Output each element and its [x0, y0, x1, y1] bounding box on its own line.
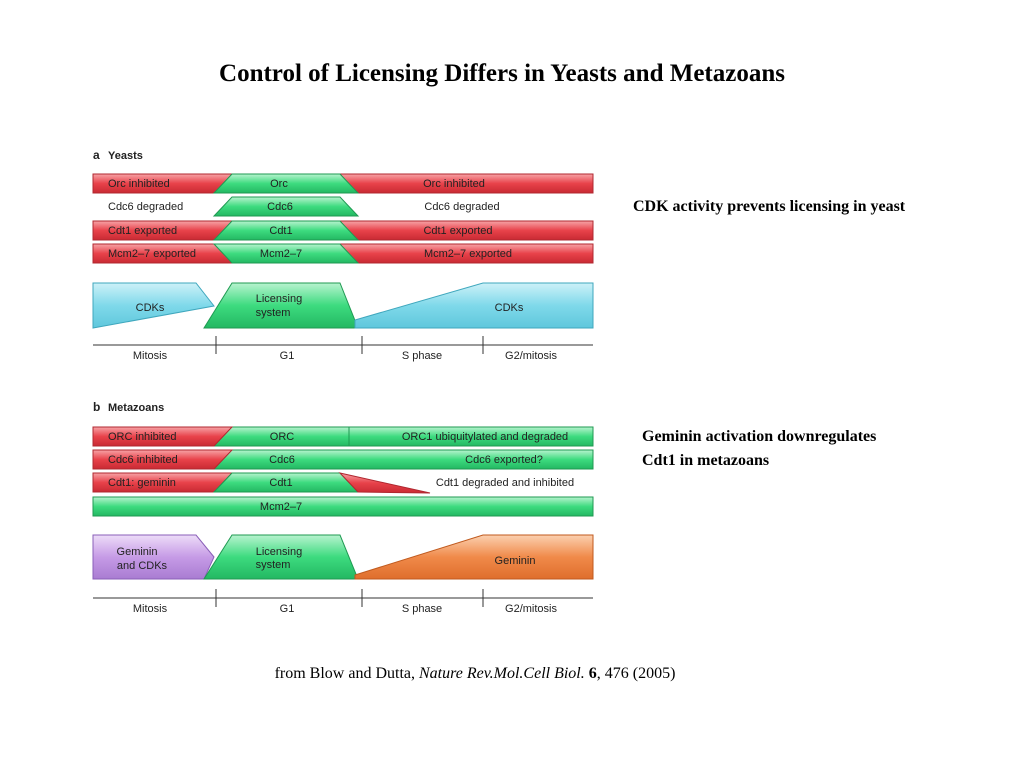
slide-title: Control of Licensing Differs in Yeasts a…	[219, 60, 785, 87]
metazoan-cdt1-left-label: Cdt1: geminin	[108, 477, 176, 489]
metazoan-geminin-label: Geminin	[495, 555, 536, 567]
metazoan-cdt1-right-label: Cdt1 degraded and inhibited	[436, 477, 574, 489]
yeast-orc-middle-label: Orc	[270, 178, 288, 190]
metazoan-licensing-label-1: Licensing	[256, 546, 302, 558]
yeast-cdt1-left-label: Cdt1 exported	[108, 225, 177, 237]
metazoan-geminin-cdk-label-2: and CDKs	[117, 560, 168, 572]
yeast-phase-s: S phase	[402, 350, 442, 362]
metazoan-cdt1-middle-label: Cdt1	[269, 477, 292, 489]
yeast-cdt1-middle-label: Cdt1	[269, 225, 292, 237]
metazoan-cdc6-left-label: Cdc6 inhibited	[108, 454, 178, 466]
yeast-mcm-right-label: Mcm2–7 exported	[424, 248, 512, 260]
yeast-activity-band: CDKs Licensing system CDKs	[92, 282, 594, 329]
citation-journal: Nature Rev.Mol.Cell Biol.	[419, 665, 585, 682]
metazoan-phase-mitosis: Mitosis	[133, 603, 168, 615]
yeast-cdc6-left-label: Cdc6 degraded	[108, 201, 183, 213]
yeast-cdks-left-label: CDKs	[136, 302, 165, 314]
yeast-note: CDK activity prevents licensing in yeast	[633, 198, 906, 215]
metazoan-cdc6-middle-label: Cdc6	[269, 454, 295, 466]
yeast-cdc6-right-label: Cdc6 degraded	[424, 201, 499, 213]
metazoan-cdc6-right-label: Cdc6 exported?	[465, 454, 543, 466]
metazoan-geminin-cdk-label-1: Geminin	[117, 546, 158, 558]
yeast-cdt1-right-label: Cdt1 exported	[423, 225, 492, 237]
metazoan-activity-band: Geminin and CDKs Licensing system Gemini…	[92, 534, 594, 580]
metazoan-row-orc: ORC inhibited ORC ORC1 ubiquitylated and…	[92, 426, 594, 447]
yeast-mcm-left-label: Mcm2–7 exported	[108, 248, 196, 260]
yeast-row-cdt1: Cdt1 exported Cdt1 Cdt1 exported	[92, 220, 594, 241]
yeast-mcm-middle-label: Mcm2–7	[260, 248, 302, 260]
metazoan-phase-s: S phase	[402, 603, 442, 615]
yeast-phase-g1: G1	[280, 350, 295, 362]
metazoan-row-cdt1: Cdt1: geminin Cdt1 Cdt1 degraded and inh…	[92, 472, 574, 494]
yeast-row-orc: Orc inhibited Orc Orc inhibited	[92, 173, 594, 194]
yeast-phase-g2m: G2/mitosis	[505, 350, 557, 362]
yeast-licensing-label-1: Licensing	[256, 293, 302, 305]
citation: from Blow and Dutta, Nature Rev.Mol.Cell…	[0, 665, 950, 683]
metazoan-phase-axis: Mitosis G1 S phase G2/mitosis	[93, 589, 593, 615]
metazoan-mcm-label: Mcm2–7	[260, 501, 302, 513]
metazoan-orc-left-label: ORC inhibited	[108, 431, 176, 443]
yeast-cdc6-middle-label: Cdc6	[267, 201, 293, 213]
metazoan-phase-g1: G1	[280, 603, 295, 615]
yeast-phase-mitosis: Mitosis	[133, 350, 168, 362]
panel-b: b Metazoans ORC inhibited ORC ORC1 ubiqu…	[92, 400, 594, 615]
yeast-orc-right-label: Orc inhibited	[423, 178, 485, 190]
citation-pages: , 476 (2005)	[596, 665, 676, 682]
citation-volume: 6	[588, 665, 597, 682]
metazoan-row-mcm: Mcm2–7	[92, 496, 594, 517]
metazoan-licensing-label-2: system	[256, 559, 291, 571]
panel-b-letter: b	[93, 400, 100, 414]
metazoan-orc-middle-label: ORC	[270, 431, 295, 443]
metazoan-row-cdc6: Cdc6 inhibited Cdc6 Cdc6 exported?	[92, 449, 594, 470]
yeast-phase-axis: Mitosis G1 S phase G2/mitosis	[93, 336, 593, 362]
metazoan-note-line-1: Geminin activation downregulates	[642, 428, 877, 445]
panel-a-heading: Yeasts	[108, 150, 143, 162]
yeast-row-cdc6: Cdc6 degraded Cdc6 Cdc6 degraded	[108, 196, 500, 217]
panel-b-heading: Metazoans	[108, 402, 164, 414]
yeast-licensing-label-2: system	[256, 307, 291, 319]
panel-a-letter: a	[93, 148, 100, 162]
panel-a: a Yeasts Orc inhibited Orc Orc inhibited…	[92, 148, 594, 362]
metazoan-orc-right-label: ORC1 ubiquitylated and degraded	[402, 431, 568, 443]
metazoan-note-line-2: Cdt1 in metazoans	[642, 452, 770, 469]
citation-prefix: from Blow and Dutta,	[274, 665, 419, 682]
metazoan-phase-g2m: G2/mitosis	[505, 603, 557, 615]
yeast-orc-left-label: Orc inhibited	[108, 178, 170, 190]
yeast-cdks-right-label: CDKs	[495, 302, 524, 314]
yeast-row-mcm: Mcm2–7 exported Mcm2–7 Mcm2–7 exported	[92, 243, 594, 264]
